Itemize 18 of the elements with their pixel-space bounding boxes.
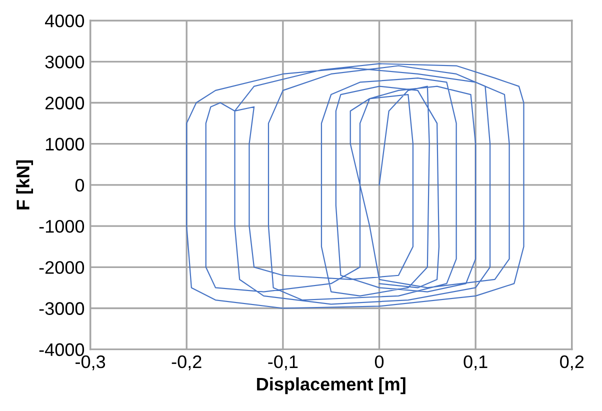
- y-tick-label: -2000: [39, 261, 84, 274]
- x-tick-label: -0,1: [268, 355, 298, 370]
- y-tick-label: -4000: [39, 343, 84, 356]
- y-tick-label: 1000: [46, 138, 84, 151]
- y-tick-label: 4000: [44, 14, 84, 28]
- y-tick-label: -3000: [39, 302, 84, 315]
- y-tick-label: 3000: [45, 56, 84, 68]
- x-tick-label: 0,2: [560, 355, 584, 370]
- y-tick-label: 2000: [45, 96, 84, 110]
- x-tick-label: -0,2: [172, 355, 202, 370]
- x-tick-label: -0,3: [76, 355, 106, 370]
- x-axis-title: Displacement [m]: [257, 377, 406, 394]
- y-tick-label: -1000: [39, 220, 84, 233]
- y-axis-title: F [kN]: [16, 160, 34, 210]
- line-series: [186, 63, 524, 309]
- x-tick-label: 0: [374, 355, 384, 368]
- x-tick-label: 0,1: [464, 355, 488, 370]
- y-tick-label: 0: [75, 178, 84, 192]
